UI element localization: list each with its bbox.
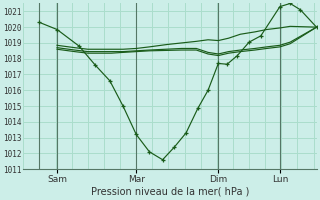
X-axis label: Pression niveau de la mer( hPa ): Pression niveau de la mer( hPa ) (91, 187, 249, 197)
